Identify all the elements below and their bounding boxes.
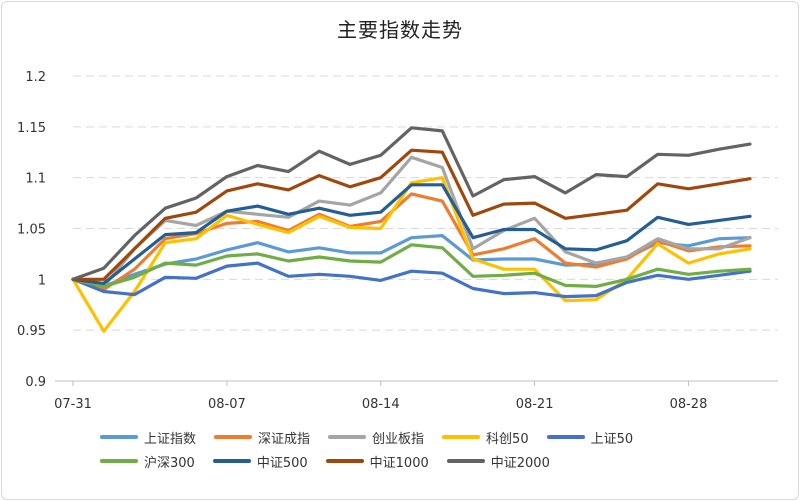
y-tick-label: 1 — [38, 273, 46, 288]
y-tick-label: 0.9 — [25, 375, 46, 390]
legend-item: 深证成指 — [214, 428, 311, 447]
x-axis-labels: 07-31 08-07 08-14 08-21 08-28 — [54, 381, 707, 412]
x-tick-label: 07-31 — [54, 397, 92, 412]
legend-item: 科创50 — [442, 428, 529, 447]
legend-label: 中证500 — [256, 455, 308, 471]
legend-label: 上证指数 — [144, 431, 197, 447]
legend-label: 科创50 — [486, 431, 529, 447]
series-line-4 — [71, 176, 752, 333]
y-tick-label: 1.1 — [25, 172, 46, 187]
legend-item: 上证50 — [546, 428, 634, 447]
y-tick-label: 1.05 — [17, 223, 46, 238]
legend-item: 中证2000 — [446, 452, 550, 471]
legend-swatch — [100, 459, 138, 463]
legend-swatch — [328, 435, 367, 439]
x-tick-label: 08-07 — [208, 397, 246, 412]
legend-swatch — [546, 435, 585, 439]
y-tick-label: 1.2 — [25, 70, 46, 85]
series-line-8 — [71, 148, 752, 281]
legend-item: 中证500 — [212, 452, 308, 471]
legend-label: 中证2000 — [490, 455, 550, 471]
y-tick-label: 0.95 — [17, 324, 46, 339]
legend-swatch — [212, 459, 251, 463]
series-line-2 — [71, 192, 752, 292]
legend-label: 创业板指 — [372, 431, 425, 447]
legend-swatch — [100, 435, 138, 439]
legend-label: 沪深300 — [144, 455, 195, 471]
legend-swatch — [446, 459, 485, 463]
legend-label: 中证1000 — [369, 455, 429, 471]
legend-swatch — [214, 435, 253, 439]
legend-swatch — [442, 435, 481, 439]
legend-item: 中证1000 — [325, 452, 429, 471]
chart-title: 主要指数走势 — [337, 18, 463, 42]
legend-item: 创业板指 — [328, 428, 425, 447]
series-line-9 — [71, 126, 752, 281]
legend-swatch — [325, 459, 364, 463]
y-tick-label: 1.15 — [17, 121, 46, 136]
legend: 上证指数 深证成指 创业板指 科创50 上证50 沪深300 中证500 中证1000 中证20… — [100, 428, 720, 471]
series-lines — [71, 126, 752, 333]
legend-label: 深证成指 — [258, 431, 311, 447]
x-tick-label: 08-21 — [516, 397, 554, 412]
legend-item: 上证指数 — [100, 428, 197, 447]
legend-label: 上证50 — [590, 431, 634, 447]
y-axis-labels: 0.9 0.95 1 1.05 1.1 1.15 1.2 — [17, 70, 46, 390]
x-tick-label: 08-28 — [670, 397, 708, 412]
x-tick-label: 08-14 — [362, 397, 400, 412]
series-line-7 — [71, 183, 752, 285]
legend-item: 沪深300 — [100, 452, 195, 471]
series-line-3 — [71, 155, 752, 288]
series-line-6 — [71, 243, 752, 288]
series-line-5 — [71, 261, 752, 299]
